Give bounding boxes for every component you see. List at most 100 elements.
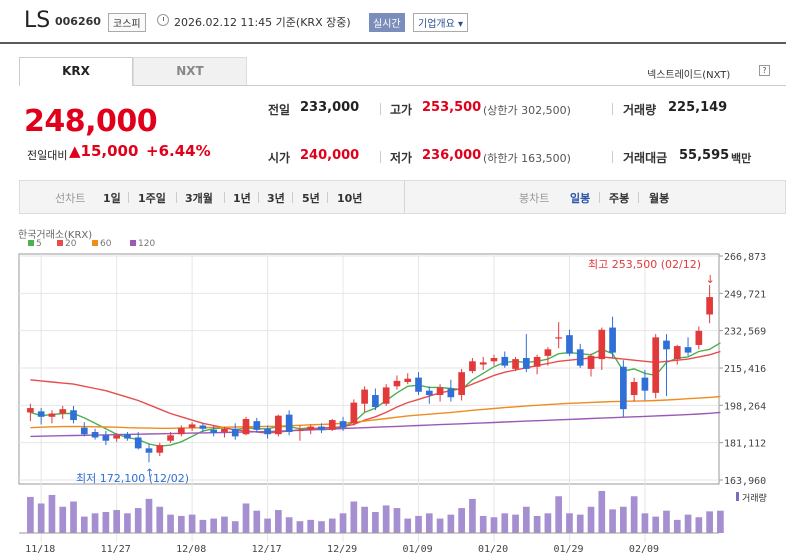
candle-body xyxy=(458,372,465,396)
range-5y[interactable]: 5년 xyxy=(302,192,320,205)
volume-bar xyxy=(501,513,509,533)
range-3y[interactable]: 3년 xyxy=(267,192,285,205)
company-overview-dropdown[interactable]: 기업개요 ▾ xyxy=(413,13,468,32)
x-tick-label: 11/18 xyxy=(25,544,55,555)
legend-ma20: 20 xyxy=(57,239,76,249)
range-3m[interactable]: 3개월 xyxy=(185,192,213,205)
volume-bar xyxy=(425,513,433,533)
x-tick-label: 12/17 xyxy=(252,544,282,555)
volume-bar xyxy=(296,521,304,533)
candle-body xyxy=(188,424,196,428)
x-tick-label: 12/29 xyxy=(327,544,357,555)
candle-body xyxy=(372,395,379,407)
range-10y[interactable]: 10년 xyxy=(337,192,363,205)
divider xyxy=(380,151,381,163)
candle-body xyxy=(544,349,552,356)
volume-bar xyxy=(275,510,282,533)
divider xyxy=(176,192,177,203)
volume-bar xyxy=(328,518,336,533)
stock-code: 006260 xyxy=(55,15,101,28)
y-tick-label: 163,960 xyxy=(724,476,766,487)
candle-body xyxy=(145,448,153,453)
volume-bar xyxy=(307,519,315,533)
candle-body xyxy=(609,327,616,353)
volume-bar xyxy=(242,503,250,533)
trade-amount-label: 거래대금 xyxy=(623,151,668,165)
tab-krx[interactable]: KRX xyxy=(19,57,133,86)
current-price: 248,000 xyxy=(24,104,158,139)
candle-body xyxy=(522,358,530,369)
candle-daily[interactable]: 일봉 xyxy=(570,192,591,205)
volume-bar xyxy=(167,514,174,533)
volume-bar xyxy=(350,501,358,533)
volume-bar xyxy=(620,506,627,533)
candle-body xyxy=(598,329,606,360)
candle-body xyxy=(91,432,99,438)
legend-swatch-ma20 xyxy=(57,240,63,246)
legend-ma120-label: 120 xyxy=(138,239,156,249)
volume-bar xyxy=(522,506,530,533)
divider xyxy=(327,192,328,203)
candle-body xyxy=(242,418,250,435)
help-icon[interactable]: ? xyxy=(759,65,770,76)
volume-bar xyxy=(469,498,476,533)
candle-body xyxy=(210,429,218,434)
realtime-button[interactable]: 실시간 xyxy=(369,13,405,32)
change-percent: +6.44% xyxy=(146,142,211,160)
candle-body xyxy=(479,362,487,365)
x-tick-label: 01/20 xyxy=(478,544,508,555)
candle-body xyxy=(695,330,703,345)
volume-bar xyxy=(576,514,584,533)
volume-bar xyxy=(652,516,660,533)
toolbar-divider xyxy=(404,181,405,213)
legend-swatch-ma120 xyxy=(130,240,136,246)
volume-bar xyxy=(102,512,110,533)
volume-legend-swatch xyxy=(736,492,739,501)
volume-bar xyxy=(393,508,401,533)
legend-ma120: 120 xyxy=(130,239,155,249)
y-tick-label: 215,416 xyxy=(724,364,766,375)
volume-bar xyxy=(91,513,99,533)
candle-monthly[interactable]: 월봉 xyxy=(649,192,670,205)
divider xyxy=(258,192,259,203)
divider xyxy=(380,103,381,115)
candle-body xyxy=(285,414,293,433)
candle-body xyxy=(469,361,476,372)
volume-bar xyxy=(490,517,498,533)
volume-bar xyxy=(27,496,34,533)
candle-weekly[interactable]: 주봉 xyxy=(609,192,630,205)
tab-nxt[interactable]: NXT xyxy=(133,57,247,86)
change-value: ▲15,000 xyxy=(69,142,139,160)
chart-frame xyxy=(18,253,720,485)
x-tick-label: 11/27 xyxy=(101,544,131,555)
candle-body xyxy=(576,349,584,366)
range-1y[interactable]: 1년 xyxy=(233,192,251,205)
candle-body xyxy=(231,428,239,437)
volume-label: 거래량 xyxy=(623,103,657,117)
lower-limit: (하한가 163,500) xyxy=(483,152,571,165)
market-badge: 코스피 xyxy=(108,13,146,32)
y-tick-label: 266,873 xyxy=(724,252,766,263)
volume-bar xyxy=(199,519,207,533)
trade-amount-unit: 백만 xyxy=(731,152,752,165)
chart-toolbar xyxy=(19,180,786,214)
candle-body xyxy=(382,387,390,404)
candle-body xyxy=(48,413,56,417)
volume-bar xyxy=(684,514,692,533)
volume-bar xyxy=(48,494,56,533)
candle-body xyxy=(512,359,519,369)
high-marker-arrow: ↓ xyxy=(706,273,715,286)
range-1w[interactable]: 1주일 xyxy=(138,192,166,205)
volume-bar xyxy=(70,501,77,533)
volume-bar xyxy=(706,511,713,533)
range-1d[interactable]: 1일 xyxy=(103,192,121,205)
legend-ma20-label: 20 xyxy=(65,239,77,249)
volume-bar xyxy=(372,512,379,533)
candle-body xyxy=(350,402,358,424)
high-value: 253,500 xyxy=(422,100,482,115)
candle-body xyxy=(339,421,347,428)
candle-body xyxy=(318,426,325,430)
x-tick-label: 02/09 xyxy=(629,544,659,555)
candle-body xyxy=(80,427,88,435)
